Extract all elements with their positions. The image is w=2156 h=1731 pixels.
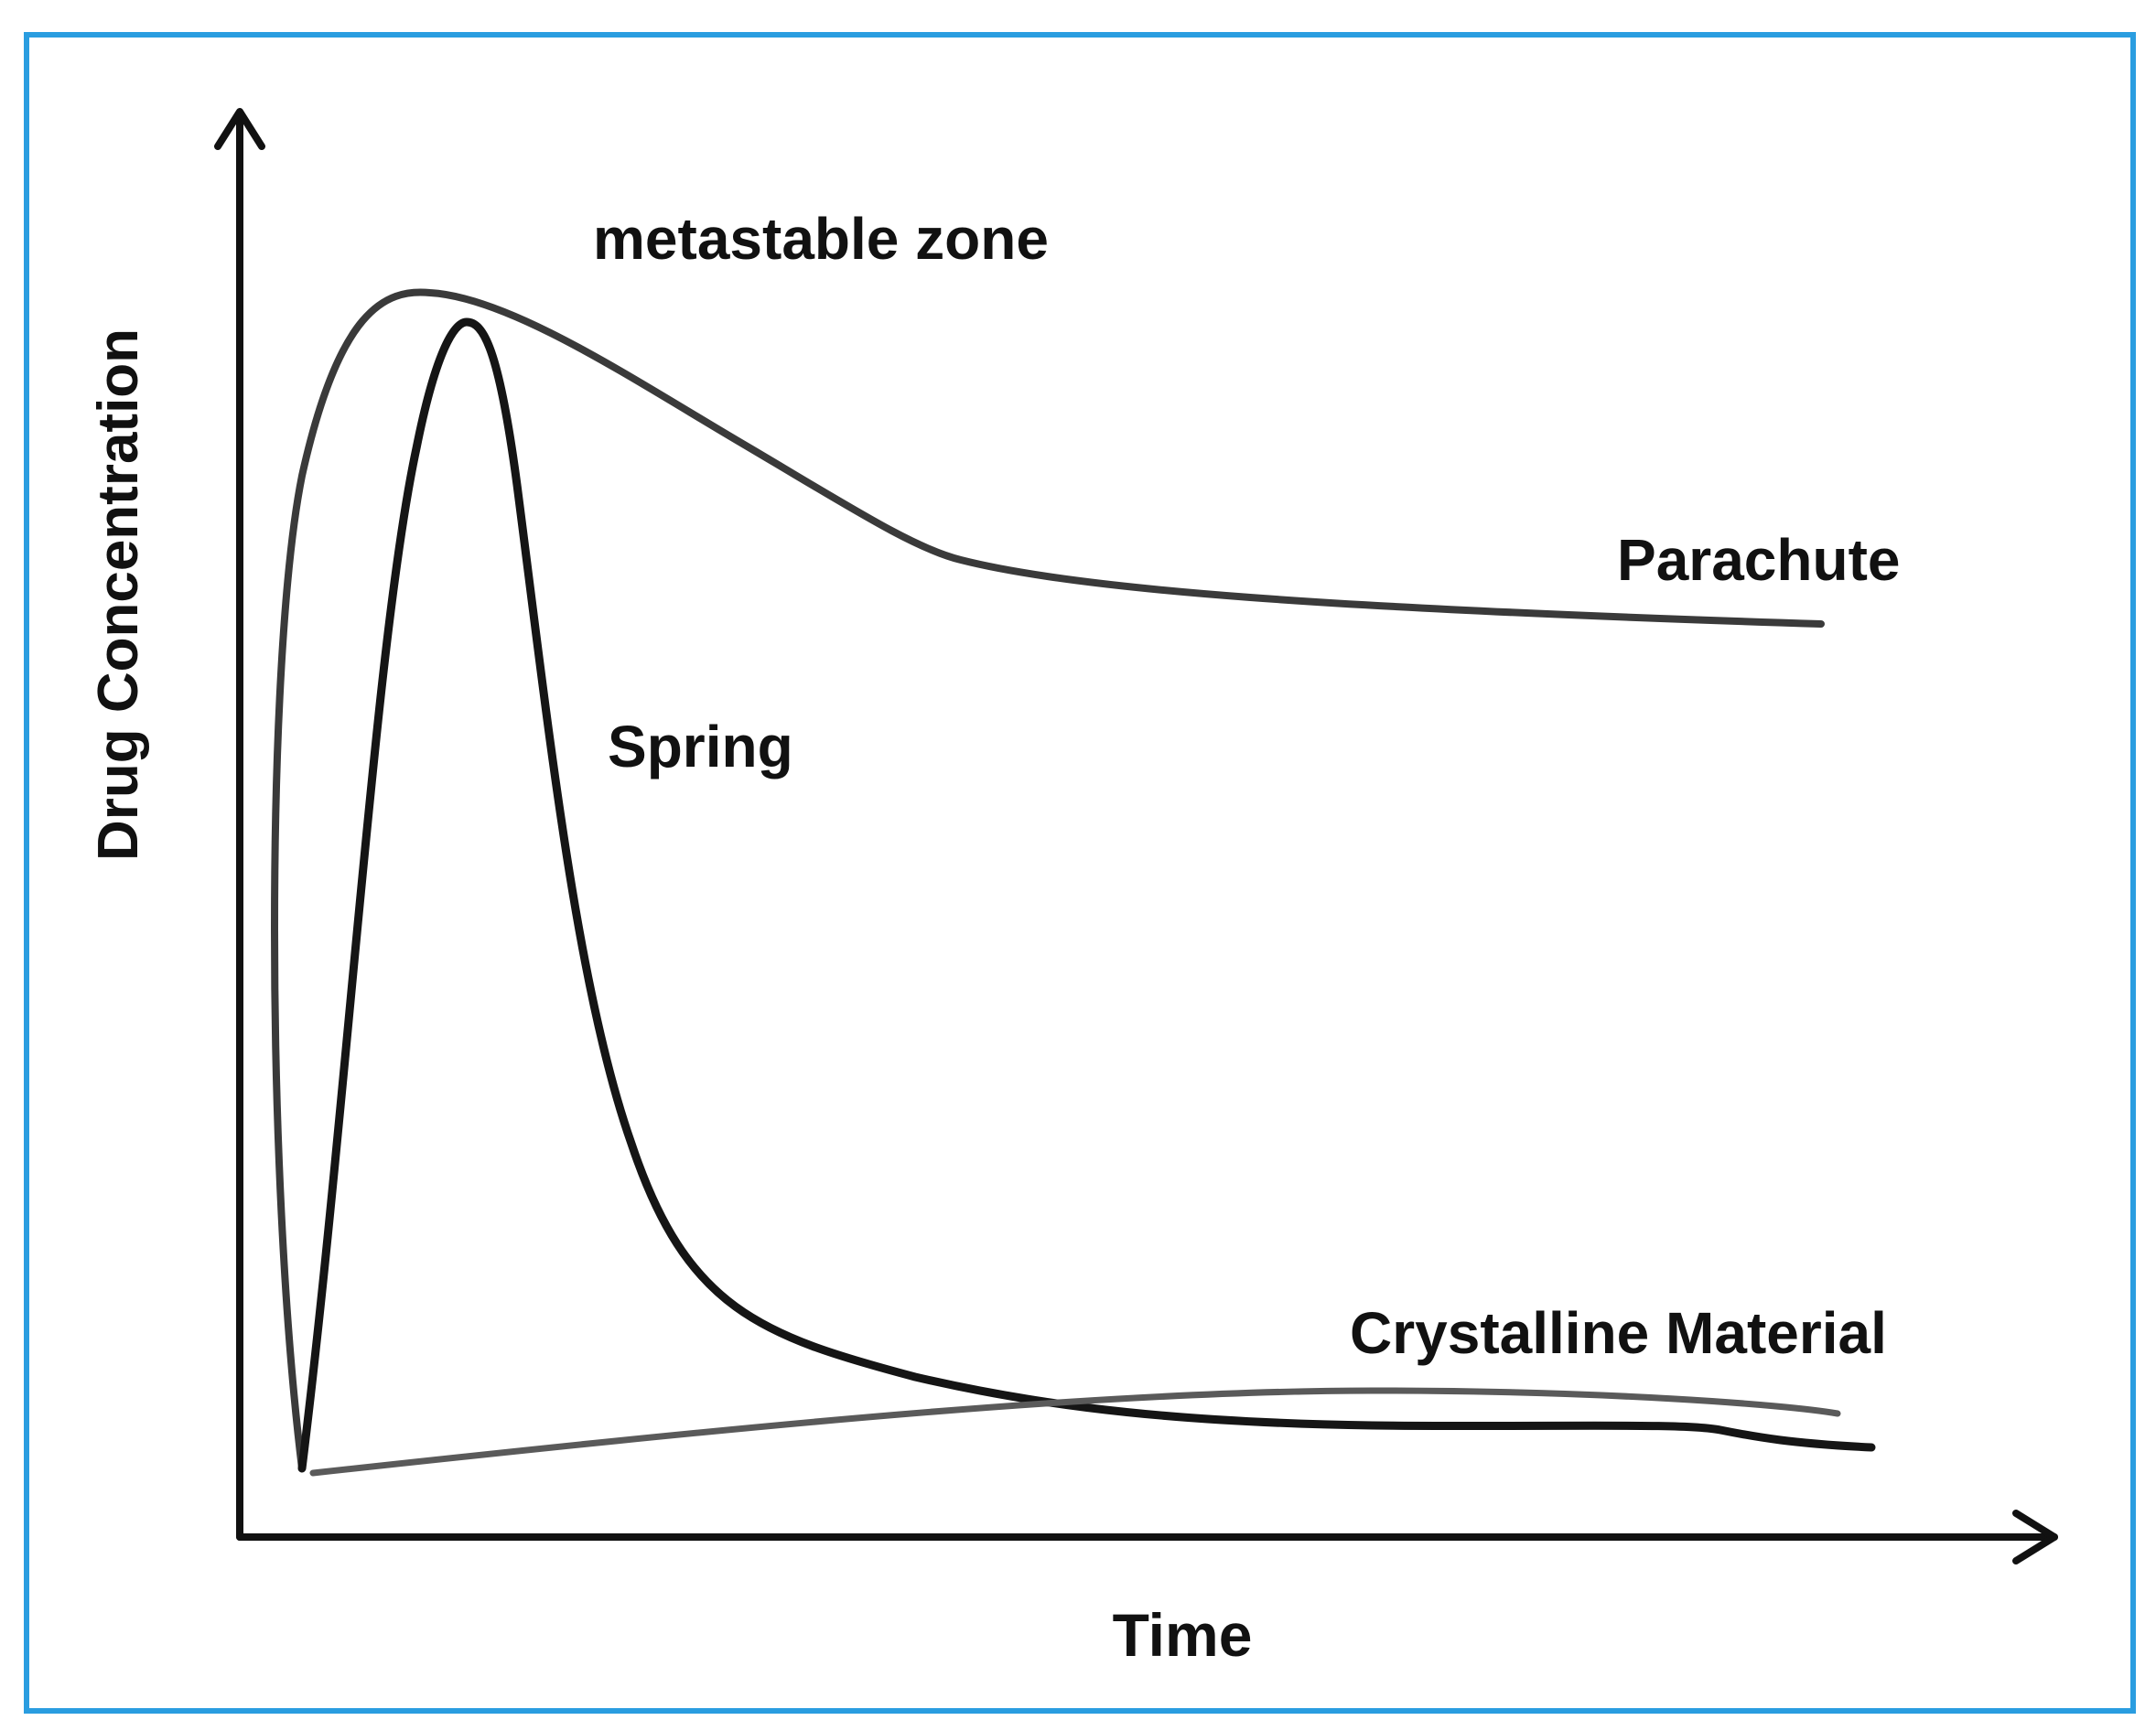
metastable-zone-label: metastable zone [593, 206, 1049, 272]
parachute-curve [271, 288, 1825, 1472]
spring-label: Spring [608, 714, 793, 779]
crystalline-material-label: Crystalline Material [1350, 1300, 1887, 1366]
crystalline-curve [309, 1387, 1841, 1477]
x-axis-label: Time [1113, 1601, 1253, 1669]
y-axis-label: Drug Concentration [87, 328, 150, 861]
figure-frame [24, 32, 2136, 1714]
parachute-label: Parachute [1617, 527, 1900, 593]
x-axis [236, 1510, 2058, 1564]
spring-curve [297, 317, 1876, 1473]
y-axis [214, 108, 265, 1541]
